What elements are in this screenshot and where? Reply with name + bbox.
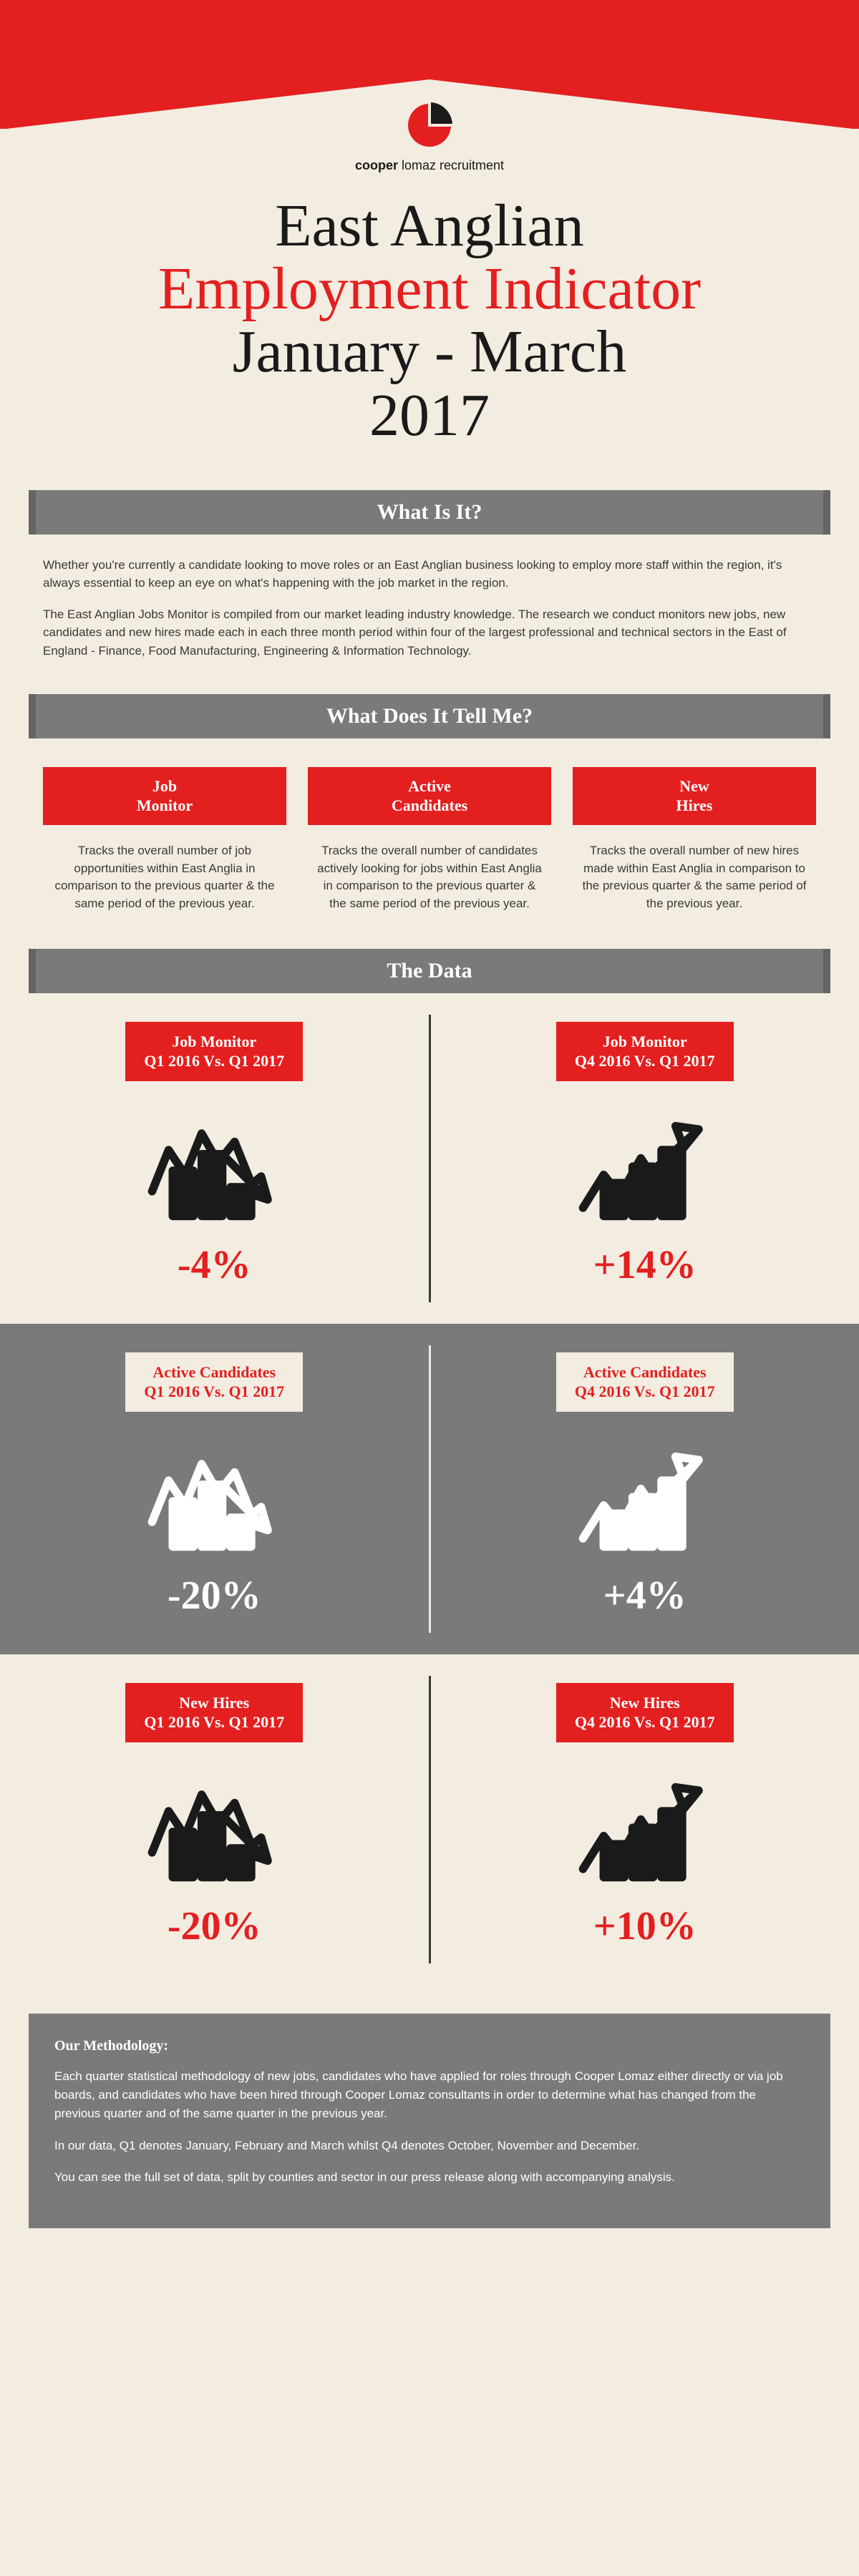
trend-chart-icon xyxy=(452,1448,838,1558)
percent-value: +14% xyxy=(452,1242,838,1288)
data-cell: New HiresQ4 2016 Vs. Q1 2017 +10% xyxy=(431,1654,859,1985)
brand-bold: cooper xyxy=(355,158,398,172)
data-grid: Job MonitorQ1 2016 Vs. Q1 2017 -4% Job M… xyxy=(0,993,859,1985)
tells-label: JobMonitor xyxy=(43,767,286,825)
tells-column: ActiveCandidates Tracks the overall numbe… xyxy=(308,767,551,912)
section-what-tells: What Does It Tell Me? xyxy=(29,694,830,738)
data-cell: Active CandidatesQ4 2016 Vs. Q1 2017 +4% xyxy=(431,1324,859,1654)
cell-header: Active CandidatesQ4 2016 Vs. Q1 2017 xyxy=(556,1352,734,1412)
tells-column: JobMonitor Tracks the overall number of j… xyxy=(43,767,286,912)
headline: East Anglian Employment Indicator Januar… xyxy=(0,173,859,490)
section-the-data: The Data xyxy=(29,949,830,993)
percent-value: -4% xyxy=(21,1242,407,1288)
cell-header: Job MonitorQ1 2016 Vs. Q1 2017 xyxy=(125,1022,303,1081)
tells-desc: Tracks the overall number of candidates … xyxy=(308,842,551,913)
vertical-divider xyxy=(429,1015,431,1302)
headline-l3: January - March xyxy=(233,318,626,385)
trend-chart-icon xyxy=(21,1117,407,1228)
data-cell: Active CandidatesQ1 2016 Vs. Q1 2017 -20… xyxy=(0,1324,429,1654)
section-what-is-it: What Is It? xyxy=(29,490,830,535)
percent-value: -20% xyxy=(21,1573,407,1619)
vertical-divider xyxy=(429,1676,431,1963)
data-cell: Job MonitorQ4 2016 Vs. Q1 2017 +14% xyxy=(431,993,859,1324)
intro-p2: The East Anglian Jobs Monitor is compile… xyxy=(43,605,816,660)
percent-value: -20% xyxy=(21,1903,407,1949)
data-row: Active CandidatesQ1 2016 Vs. Q1 2017 -20… xyxy=(0,1324,859,1654)
tells-label: NewHires xyxy=(573,767,816,825)
trend-chart-icon xyxy=(21,1448,407,1558)
headline-l1: East Anglian xyxy=(275,192,584,259)
trend-chart-icon xyxy=(21,1778,407,1889)
data-cell: Job MonitorQ1 2016 Vs. Q1 2017 -4% xyxy=(0,993,429,1324)
brand-rest: lomaz recruitment xyxy=(398,158,504,172)
tells-label: ActiveCandidates xyxy=(308,767,551,825)
intro-p1: Whether you're currently a candidate loo… xyxy=(43,556,816,592)
cell-header: Job MonitorQ4 2016 Vs. Q1 2017 xyxy=(556,1022,734,1081)
percent-value: +4% xyxy=(452,1573,838,1619)
trend-chart-icon xyxy=(452,1117,838,1228)
tells-row: JobMonitor Tracks the overall number of j… xyxy=(0,738,859,948)
cell-header: New HiresQ1 2016 Vs. Q1 2017 xyxy=(125,1683,303,1742)
percent-value: +10% xyxy=(452,1903,838,1949)
trend-chart-icon xyxy=(452,1778,838,1889)
tells-column: NewHires Tracks the overall number of new… xyxy=(573,767,816,912)
pie-logo-icon xyxy=(404,100,455,154)
headline-l2: Employment Indicator xyxy=(158,255,701,322)
brand-text: cooper lomaz recruitment xyxy=(0,158,859,173)
method-p2: In our data, Q1 denotes January, Februar… xyxy=(54,2137,805,2155)
headline-l4: 2017 xyxy=(369,382,490,449)
method-p1: Each quarter statistical methodology of … xyxy=(54,2067,805,2124)
data-row: New HiresQ1 2016 Vs. Q1 2017 -20% New Hi… xyxy=(0,1654,859,1985)
tells-desc: Tracks the overall number of new hires m… xyxy=(573,842,816,913)
method-heading: Our Methodology: xyxy=(54,2035,805,2057)
data-row: Job MonitorQ1 2016 Vs. Q1 2017 -4% Job M… xyxy=(0,993,859,1324)
methodology-box: Our Methodology: Each quarter statistica… xyxy=(29,2014,830,2229)
intro-text: Whether you're currently a candidate loo… xyxy=(0,535,859,695)
brand-block: cooper lomaz recruitment xyxy=(0,100,859,173)
cell-header: New HiresQ4 2016 Vs. Q1 2017 xyxy=(556,1683,734,1742)
cell-header: Active CandidatesQ1 2016 Vs. Q1 2017 xyxy=(125,1352,303,1412)
method-p3: You can see the full set of data, split … xyxy=(54,2168,805,2187)
data-cell: New HiresQ1 2016 Vs. Q1 2017 -20% xyxy=(0,1654,429,1985)
vertical-divider xyxy=(429,1345,431,1633)
tells-desc: Tracks the overall number of job opportu… xyxy=(43,842,286,913)
